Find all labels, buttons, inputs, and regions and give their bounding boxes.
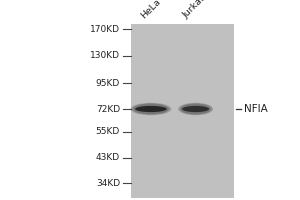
Ellipse shape	[178, 103, 213, 115]
Text: 43KD: 43KD	[96, 154, 120, 162]
Text: 55KD: 55KD	[96, 128, 120, 136]
Text: HeLa: HeLa	[139, 0, 163, 20]
Ellipse shape	[135, 106, 167, 112]
Text: Jurkat: Jurkat	[181, 0, 207, 20]
Ellipse shape	[180, 103, 211, 115]
Text: 72KD: 72KD	[96, 104, 120, 114]
Text: 130KD: 130KD	[90, 51, 120, 60]
Ellipse shape	[133, 103, 169, 115]
Ellipse shape	[182, 106, 209, 112]
FancyBboxPatch shape	[130, 24, 234, 198]
Text: 95KD: 95KD	[96, 78, 120, 88]
Text: 170KD: 170KD	[90, 24, 120, 33]
Text: 34KD: 34KD	[96, 178, 120, 188]
Ellipse shape	[130, 103, 171, 115]
Text: NFIA: NFIA	[244, 104, 268, 114]
